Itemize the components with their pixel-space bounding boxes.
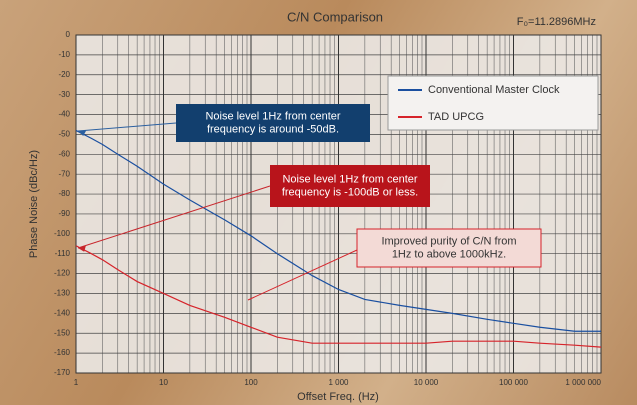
y-tick-label: -90 — [58, 209, 70, 218]
y-tick-label: -30 — [58, 90, 70, 99]
legend-label: Conventional Master Clock — [428, 84, 560, 96]
y-tick-label: -70 — [58, 169, 70, 178]
legend-label: TAD UPCG — [428, 111, 484, 123]
y-tick-label: -120 — [54, 269, 71, 278]
y-tick-label: -60 — [58, 149, 70, 158]
chart: C/N Comparison F₀=11.2896MHz Offset Freq… — [0, 0, 637, 405]
x-axis-label: Offset Freq. (Hz) — [297, 391, 379, 403]
y-tick-label: -110 — [55, 249, 71, 258]
x-tick-label: 100 000 — [499, 378, 528, 387]
y-tick-label: -10 — [58, 50, 70, 59]
subtitle: F₀=11.2896MHz — [517, 16, 596, 28]
y-tick-label: -160 — [54, 348, 71, 357]
y-tick-label: -20 — [58, 70, 70, 79]
x-tick-label: 10 — [159, 378, 168, 387]
x-tick-label: 100 — [244, 378, 258, 387]
x-tick-label: 1 — [74, 378, 79, 387]
annotation-text: Noise level 1Hz from center — [282, 173, 417, 185]
annotation-text: frequency is around -50dB. — [207, 123, 339, 135]
annotation-text: 1Hz to above 1000kHz. — [392, 248, 506, 260]
annotation-text: Noise level 1Hz from center — [205, 110, 340, 122]
y-tick-label: 0 — [66, 30, 71, 39]
chart-title: C/N Comparison — [287, 9, 383, 24]
y-tick-label: -100 — [54, 229, 71, 238]
y-tick-label: -130 — [54, 289, 71, 298]
y-tick-label: -150 — [54, 328, 71, 337]
y-tick-label: -50 — [58, 130, 70, 139]
y-tick-label: -170 — [54, 368, 71, 377]
y-tick-label: -140 — [54, 308, 71, 317]
y-tick-label: -40 — [58, 110, 70, 119]
x-tick-label: 1 000 — [328, 378, 349, 387]
x-tick-label: 1 000 000 — [565, 378, 601, 387]
y-tick-label: -80 — [58, 189, 70, 198]
x-tick-label: 10 000 — [414, 378, 439, 387]
annotation-text: frequency is -100dB or less. — [282, 186, 418, 198]
annotation-text: Improved purity of C/N from — [381, 235, 516, 247]
y-axis-label: Phase Noise (dBc/Hz) — [28, 150, 40, 258]
